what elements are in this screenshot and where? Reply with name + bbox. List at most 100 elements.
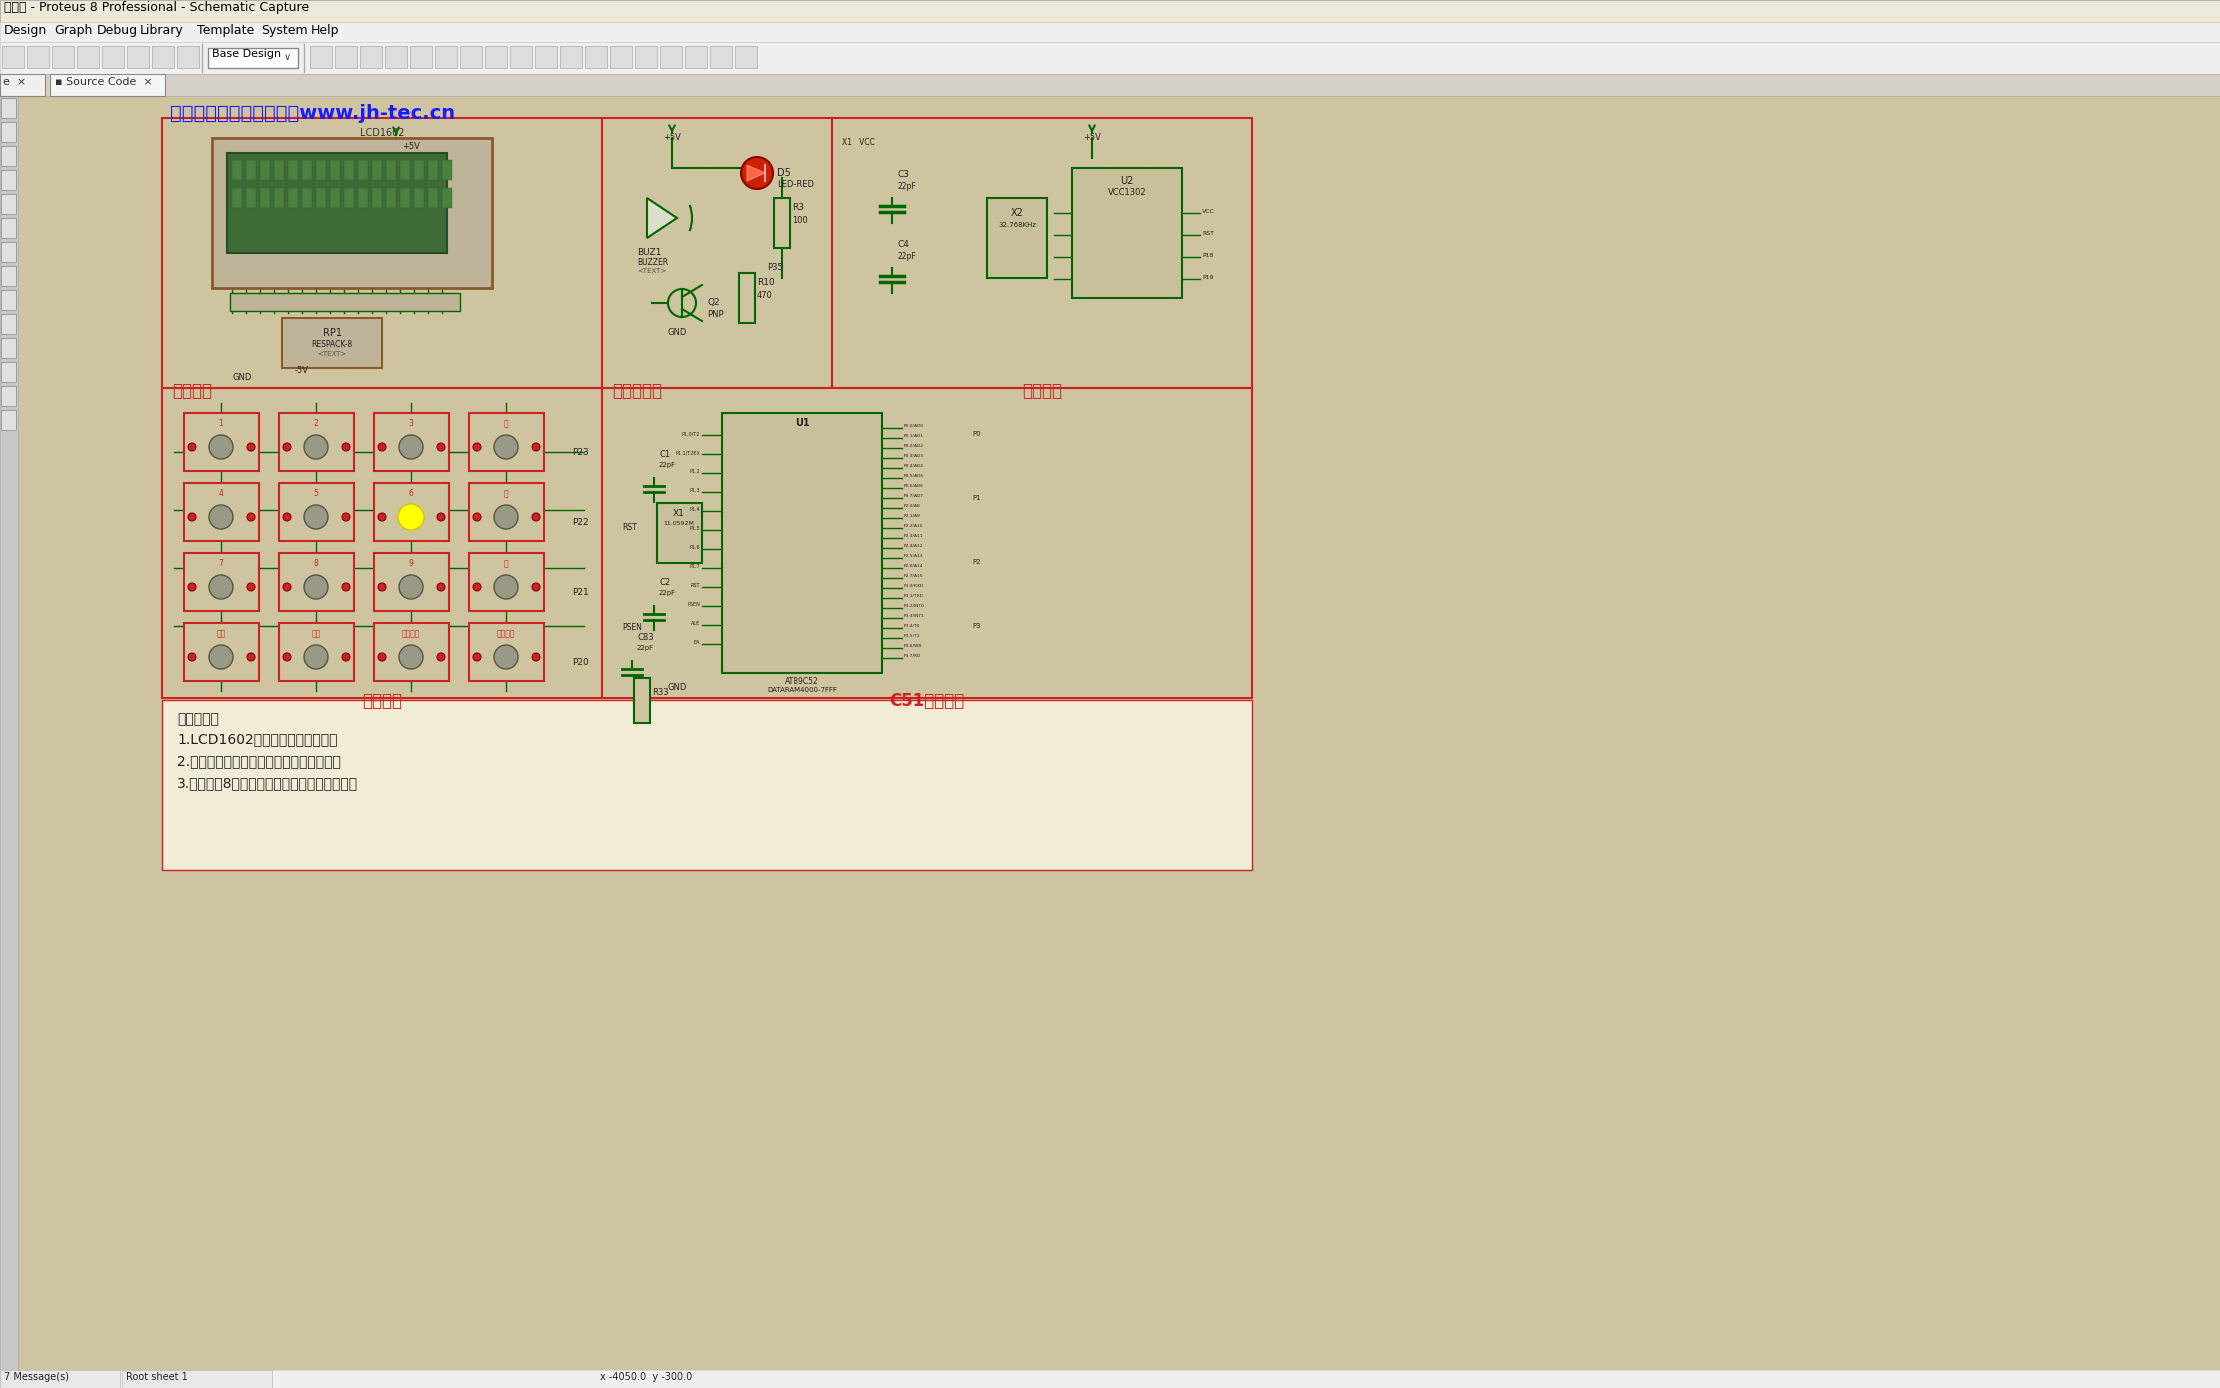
Point	[1936, 130, 1971, 153]
Point	[255, 1040, 291, 1062]
Point	[1285, 1140, 1321, 1162]
Point	[264, 319, 300, 341]
Point	[2125, 1220, 2160, 1242]
Point	[1285, 940, 1321, 962]
Point	[715, 1149, 750, 1171]
Point	[1436, 1190, 1472, 1212]
Point	[295, 659, 331, 682]
Point	[726, 730, 761, 752]
Point	[1254, 180, 1290, 203]
Point	[435, 310, 471, 332]
Point	[755, 421, 790, 443]
Point	[2125, 770, 2160, 793]
Point	[1825, 949, 1860, 972]
Point	[155, 990, 191, 1012]
Point	[506, 150, 542, 172]
Point	[975, 1149, 1010, 1171]
Point	[1605, 150, 1641, 172]
Point	[1645, 730, 1681, 752]
Point	[1856, 400, 1891, 422]
Point	[1525, 870, 1561, 892]
Point	[1385, 730, 1421, 752]
Point	[495, 709, 531, 731]
Point	[1305, 930, 1341, 952]
Point	[1516, 690, 1552, 712]
Point	[56, 1190, 91, 1212]
Point	[975, 580, 1010, 602]
Point	[606, 799, 642, 822]
Point	[1545, 280, 1581, 303]
Point	[1046, 230, 1081, 253]
Point	[935, 830, 970, 852]
Point	[1976, 190, 2011, 212]
Point	[64, 1251, 100, 1273]
Point	[4, 269, 40, 291]
Point	[1965, 830, 2000, 852]
Point	[44, 1030, 80, 1052]
Point	[1765, 1140, 1800, 1162]
Point	[1245, 559, 1281, 582]
Point	[1556, 590, 1592, 612]
Point	[1015, 999, 1050, 1022]
Point	[1496, 759, 1532, 781]
Point	[426, 670, 462, 693]
Point	[36, 169, 71, 192]
Point	[326, 620, 362, 643]
Point	[1066, 670, 1101, 693]
Point	[1314, 280, 1350, 303]
Point	[1925, 430, 1960, 452]
Point	[195, 1280, 231, 1302]
Point	[2025, 570, 2060, 593]
Point	[775, 490, 810, 512]
Point	[1476, 630, 1512, 652]
Point	[1015, 530, 1050, 552]
Point	[515, 350, 551, 372]
Point	[1054, 350, 1090, 372]
Point	[546, 840, 582, 862]
Point	[986, 1320, 1021, 1342]
Point	[1696, 659, 1732, 682]
Point	[1625, 990, 1661, 1012]
Point	[1676, 119, 1712, 142]
Point	[1816, 999, 1851, 1022]
Point	[124, 409, 160, 432]
Point	[64, 90, 100, 112]
Point	[715, 1199, 750, 1221]
Point	[1945, 730, 1980, 752]
Point	[4, 780, 40, 802]
Point	[84, 640, 120, 662]
Point	[366, 471, 402, 493]
Point	[1516, 550, 1552, 572]
Point	[646, 580, 682, 602]
Point	[715, 421, 750, 443]
Point	[695, 100, 730, 122]
Point	[1374, 960, 1410, 983]
Point	[235, 1280, 271, 1302]
Point	[1516, 840, 1552, 862]
Point	[575, 100, 610, 122]
Point	[1035, 1140, 1070, 1162]
Point	[1166, 830, 1201, 852]
Point	[1985, 390, 2020, 412]
Point	[215, 949, 251, 972]
Point	[646, 849, 682, 872]
Point	[866, 550, 901, 572]
Point	[1565, 1339, 1601, 1362]
Point	[1456, 1120, 1492, 1142]
Point	[775, 421, 810, 443]
Point	[886, 1020, 921, 1042]
Point	[606, 240, 642, 262]
Point	[2025, 790, 2060, 812]
Point	[1485, 1140, 1521, 1162]
Point	[1656, 1339, 1692, 1362]
Point	[915, 820, 950, 843]
Point	[1625, 100, 1661, 122]
Point	[915, 409, 950, 432]
Point	[386, 1301, 422, 1323]
Text: 5: 5	[313, 489, 317, 498]
Point	[1825, 1170, 1860, 1192]
Point	[835, 780, 870, 802]
Point	[1985, 119, 2020, 142]
Point	[1496, 230, 1532, 253]
Point	[1605, 1280, 1641, 1302]
